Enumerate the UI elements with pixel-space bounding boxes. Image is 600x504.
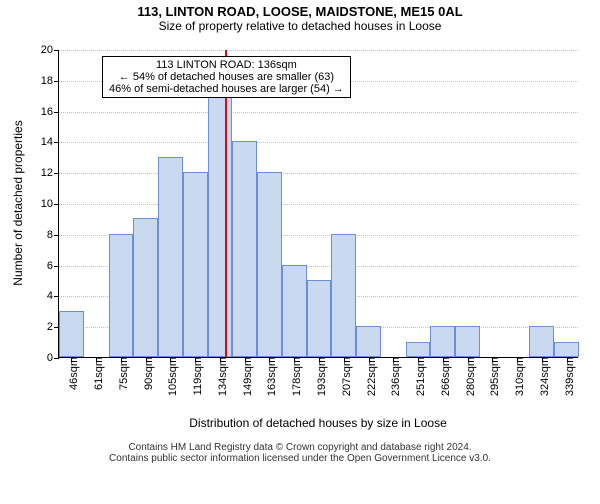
xtick-label: 134sqm [211,357,229,396]
xtick-label: 46sqm [62,357,80,390]
histogram-bar [529,326,554,357]
gridline [59,173,578,174]
xtick-label: 163sqm [260,357,278,396]
annotation-box: 113 LINTON ROAD: 136sqm ← 54% of detache… [102,56,351,98]
xtick-label: 280sqm [459,357,477,396]
histogram-bar [133,218,158,357]
xtick-label: 61sqm [87,357,105,390]
chart-subtitle: Size of property relative to detached ho… [0,19,600,33]
histogram-bar [430,326,455,357]
footer: Contains HM Land Registry data © Crown c… [0,442,600,464]
xtick-label: 324sqm [533,357,551,396]
annotation-line3: 46% of semi-detached houses are larger (… [109,83,344,95]
histogram-bar [232,141,257,357]
xtick-label: 266sqm [434,357,452,396]
ytick-label: 20 [41,44,59,56]
ytick-label: 8 [47,229,59,241]
xtick-label: 90sqm [137,357,155,390]
histogram-bar [282,265,307,357]
histogram-bar [554,342,579,357]
xtick-label: 236sqm [384,357,402,396]
xtick-label: 149sqm [236,357,254,396]
ytick-label: 2 [47,321,59,333]
xtick-label: 207sqm [335,357,353,396]
histogram-bar [158,157,183,357]
gridline [59,142,578,143]
xtick-label: 222sqm [360,357,378,396]
gridline [59,50,578,51]
histogram-bar [356,326,381,357]
histogram-bar [406,342,431,357]
gridline [59,204,578,205]
ytick-label: 14 [41,136,59,148]
gridline [59,112,578,113]
ytick-label: 12 [41,167,59,179]
xtick-label: 339sqm [558,357,576,396]
ytick-label: 16 [41,106,59,118]
ytick-label: 18 [41,75,59,87]
histogram-bar [109,234,134,357]
histogram-bar [307,280,332,357]
ytick-label: 10 [41,198,59,210]
histogram-bar [59,311,84,357]
histogram-bar [455,326,480,357]
xtick-label: 310sqm [508,357,526,396]
y-axis-label: Number of detached properties [11,103,25,303]
xtick-label: 295sqm [483,357,501,396]
xtick-label: 193sqm [310,357,328,396]
xtick-label: 75sqm [112,357,130,390]
histogram-bar [257,172,282,357]
histogram-bar [331,234,356,357]
annotation-line1: 113 LINTON ROAD: 136sqm [109,59,344,71]
annotation-line2: ← 54% of detached houses are smaller (63… [109,71,344,83]
xtick-label: 178sqm [285,357,303,396]
ytick-label: 4 [47,290,59,302]
xtick-label: 251sqm [409,357,427,396]
ytick-label: 6 [47,260,59,272]
ytick-label: 0 [47,352,59,364]
x-axis-label: Distribution of detached houses by size … [58,416,578,430]
xtick-label: 119sqm [186,357,204,395]
footer-line2: Contains public sector information licen… [0,453,600,464]
xtick-label: 105sqm [161,357,179,396]
footer-line1: Contains HM Land Registry data © Crown c… [0,442,600,453]
chart-title: 113, LINTON ROAD, LOOSE, MAIDSTONE, ME15… [0,4,600,19]
histogram-bar [183,172,208,357]
histogram-bar [208,80,233,357]
